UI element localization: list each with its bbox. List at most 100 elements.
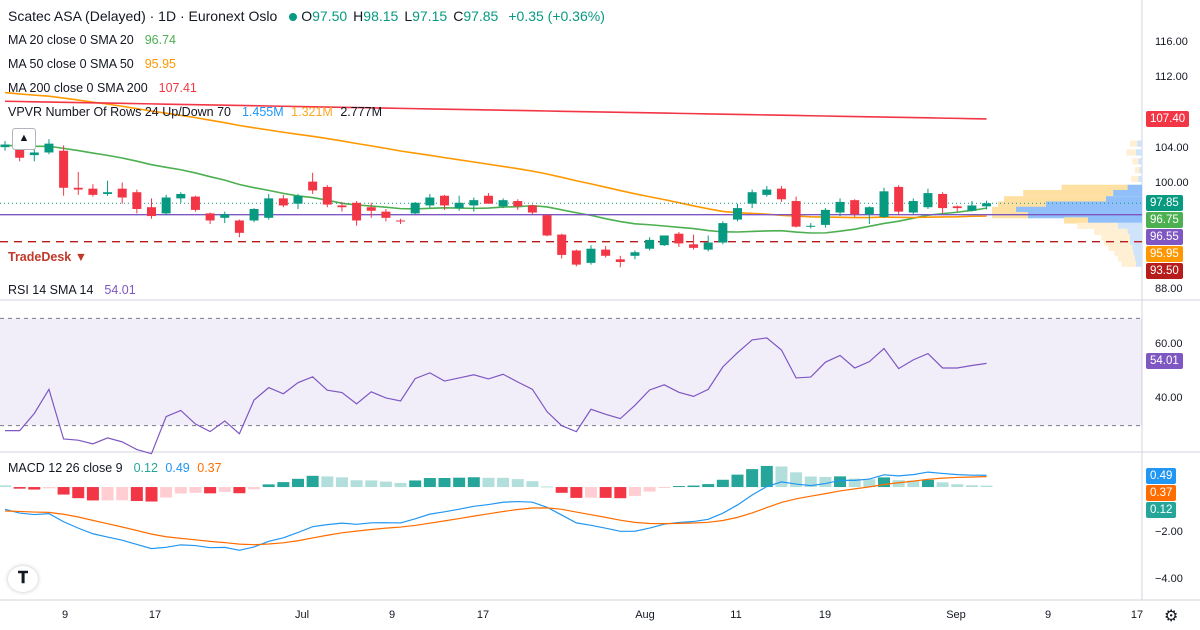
macd-hist-bar <box>511 479 524 488</box>
vpvr-up-bar <box>1130 234 1142 241</box>
price-badge: 96.55 <box>1146 229 1183 246</box>
price-badge: 96.75 <box>1146 212 1183 229</box>
candle-body <box>557 234 567 255</box>
macd-hist-bar <box>907 480 920 488</box>
candle-body <box>601 249 611 256</box>
candle-body <box>322 186 332 205</box>
rsi-value: 54.01 <box>104 283 136 297</box>
macd-label: MACD 12 26 close 9 <box>8 461 123 475</box>
macd-hist-bar <box>863 479 876 488</box>
candle-body <box>571 250 581 265</box>
macd-badge: 0.12 <box>1146 501 1177 518</box>
vpvr-legend[interactable]: VPVR Number Of Rows 24 Up/Down 70 1.455M… <box>8 105 386 119</box>
vpvr-down-bar <box>1114 250 1134 257</box>
candle-body <box>15 148 25 158</box>
candle-body <box>982 203 992 207</box>
vpvr-down-bar <box>1103 239 1130 246</box>
vpvr-up-bar <box>1136 260 1142 267</box>
macd-tick-label: −2.00 <box>1155 526 1183 539</box>
macd-hist-bar <box>570 487 583 498</box>
macd-line-value: 0.49 <box>165 461 190 475</box>
macd-line <box>4 471 987 551</box>
price-tick-label: 112.00 <box>1155 71 1188 84</box>
macd-hist-bar <box>599 487 612 498</box>
vpvr-down-bar <box>1101 234 1130 241</box>
macd-hist-bar <box>28 487 41 490</box>
macd-hist-bar <box>672 486 685 488</box>
macd-hist-bar <box>116 487 129 501</box>
macd-hist-bar <box>145 487 158 502</box>
macd-hist-bar <box>585 487 597 498</box>
macd-hist-bar <box>467 477 480 488</box>
date-tick-label: 11 <box>730 609 742 621</box>
vpvr-up-bar <box>1118 222 1142 229</box>
candle-body <box>29 152 39 156</box>
macd-hist-bar <box>497 477 510 488</box>
candle-body <box>747 192 757 204</box>
macd-hist-bar <box>878 477 890 488</box>
vpvr-label: VPVR Number Of Rows 24 Up/Down 70 <box>8 105 232 119</box>
vpvr-up-bar <box>1130 239 1142 246</box>
vpvr-down-bar <box>1132 158 1139 165</box>
macd-hist-bar <box>0 485 11 488</box>
macd-legend[interactable]: MACD 12 26 close 9 0.12 0.49 0.37 <box>8 461 226 475</box>
macd-hist-bar <box>804 476 817 488</box>
ma20-legend[interactable]: MA 20 close 0 SMA 20 96.74 <box>8 33 180 47</box>
price-change: +0.35 (+0.36%) <box>508 8 605 24</box>
vpvr-up-bar <box>1139 167 1142 174</box>
macd-hist-bar <box>687 485 700 488</box>
price-badge: 107.40 <box>1146 110 1190 127</box>
vpvr-down-bar <box>1061 184 1128 191</box>
ma50-legend[interactable]: MA 50 close 0 SMA 50 95.95 <box>8 57 180 71</box>
date-tick-label: 17 <box>1130 609 1144 621</box>
vpvr-down-bar <box>1130 140 1138 147</box>
candle-body <box>132 192 142 209</box>
candle-body <box>527 205 537 213</box>
tradingview-logo-icon: 𝐓 <box>8 566 38 592</box>
macd-hist-bar <box>174 487 187 494</box>
candle-body <box>938 193 948 209</box>
macd-hist-bar <box>306 475 319 488</box>
vpvr-down: 1.321M <box>291 105 333 119</box>
ma50-value: 95.95 <box>144 57 176 71</box>
vpvr-down-bar <box>1134 167 1140 174</box>
candle-body <box>674 233 684 244</box>
gear-icon[interactable]: ⚙ <box>1164 608 1179 625</box>
candle-body <box>806 225 816 227</box>
macd-hist-bar <box>248 487 261 490</box>
macd-hist-bar <box>86 487 99 501</box>
vpvr-up-bar <box>1127 228 1142 236</box>
price-tick-label: 88.00 <box>1155 283 1183 296</box>
macd-hist-bar <box>423 478 436 488</box>
macd-hist-bar <box>72 487 85 499</box>
date-tick-label: 19 <box>818 609 832 621</box>
date-tick-label: 9 <box>61 609 69 621</box>
macd-hist-bar <box>189 487 202 493</box>
symbol-title: Scatec ASA (Delayed) · 1D · Euronext Osl… <box>8 8 278 24</box>
candle-body <box>645 239 655 249</box>
date-tick-label: Aug <box>635 609 655 621</box>
ma200-legend[interactable]: MA 200 close 0 SMA 200 107.41 <box>8 81 201 95</box>
collapse-legend-button[interactable]: ▲ <box>12 128 36 150</box>
macd-hist-bar <box>731 474 744 488</box>
candle-body <box>147 207 156 217</box>
candle-body <box>161 197 171 214</box>
date-tick-label: 17 <box>148 609 162 621</box>
macd-hist-bar <box>57 487 70 495</box>
ohlc-c: C97.85 <box>453 8 499 24</box>
candle-body <box>615 259 625 262</box>
macd-hist-bar <box>365 480 378 488</box>
candle-body <box>352 202 362 221</box>
macd-hist-bar <box>760 465 773 488</box>
macd-hist-bar <box>453 477 466 488</box>
rsi-legend[interactable]: RSI 14 SMA 14 54.01 <box>8 283 140 297</box>
candle-body <box>337 205 347 208</box>
price-tick-label: 104.00 <box>1155 141 1189 154</box>
date-tick-label: Sep <box>946 609 966 621</box>
candle-body <box>88 188 98 195</box>
macd-hist-bar <box>438 477 451 488</box>
vpvr-up-bar <box>1133 250 1142 257</box>
vpvr-down-bar <box>1094 228 1128 236</box>
vpvr-up-bar <box>1113 189 1142 197</box>
